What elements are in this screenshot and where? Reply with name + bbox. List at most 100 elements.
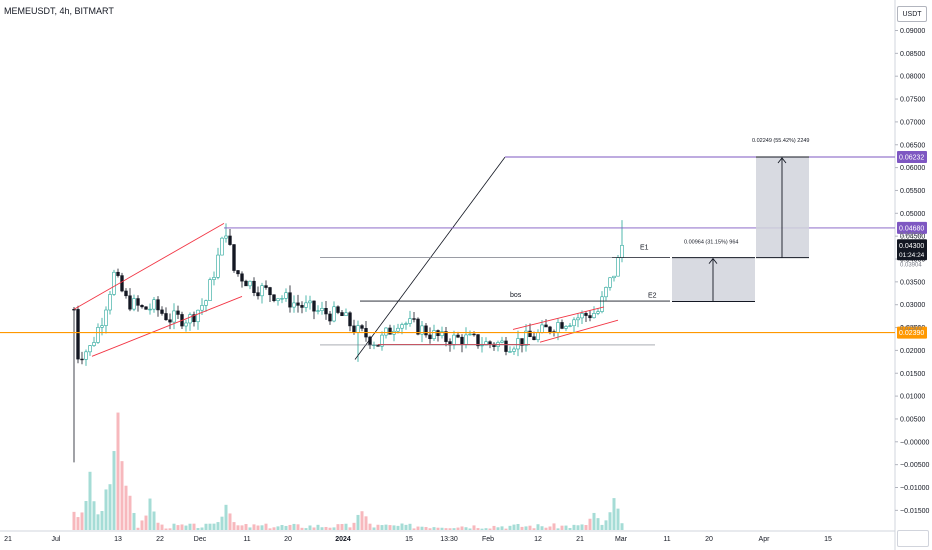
candle[interactable] — [380, 334, 384, 347]
settings-corner-button[interactable] — [897, 530, 929, 547]
candle[interactable] — [104, 309, 108, 326]
candle[interactable] — [128, 295, 132, 310]
candle[interactable] — [440, 331, 444, 337]
candle[interactable] — [192, 314, 196, 323]
candle[interactable] — [544, 324, 548, 328]
candle[interactable] — [532, 336, 536, 341]
candle[interactable] — [352, 325, 356, 333]
channel-lower-line[interactable] — [91, 296, 243, 357]
candle[interactable] — [396, 327, 400, 332]
candle[interactable] — [588, 315, 592, 319]
candle[interactable] — [152, 299, 156, 310]
candle[interactable] — [360, 325, 364, 329]
candle[interactable] — [216, 254, 220, 278]
candle[interactable] — [404, 323, 408, 325]
candle[interactable] — [116, 271, 120, 276]
candle[interactable] — [144, 306, 148, 310]
candle[interactable] — [568, 325, 572, 327]
candle[interactable] — [288, 292, 292, 308]
candle[interactable] — [596, 311, 600, 314]
candle[interactable] — [196, 309, 200, 323]
wedge-lower-line[interactable] — [539, 319, 619, 343]
candle[interactable] — [200, 305, 204, 311]
measure-box-2[interactable] — [756, 156, 809, 258]
candle[interactable] — [344, 312, 348, 316]
candle[interactable] — [72, 308, 76, 311]
candle[interactable] — [600, 296, 604, 312]
channel-upper-line[interactable] — [73, 222, 225, 310]
candle[interactable] — [256, 292, 260, 297]
candle[interactable] — [76, 309, 80, 360]
candle[interactable] — [560, 322, 564, 329]
candle[interactable] — [580, 313, 584, 319]
candle[interactable] — [140, 305, 144, 308]
candle[interactable] — [232, 244, 236, 271]
candle[interactable] — [556, 322, 560, 333]
candle[interactable] — [92, 342, 96, 346]
candle[interactable] — [420, 325, 424, 335]
candle[interactable] — [220, 237, 224, 256]
candle[interactable] — [300, 305, 304, 308]
candle[interactable] — [460, 336, 464, 346]
candle[interactable] — [328, 313, 332, 322]
candle[interactable] — [412, 318, 416, 320]
candle[interactable] — [432, 330, 436, 340]
candle[interactable] — [224, 235, 228, 239]
candle[interactable] — [336, 306, 340, 313]
candle[interactable] — [520, 338, 524, 346]
candle[interactable] — [548, 326, 552, 332]
candle[interactable] — [132, 298, 136, 310]
candle[interactable] — [112, 271, 116, 295]
candle[interactable] — [608, 277, 612, 288]
candle[interactable] — [452, 334, 456, 346]
candle[interactable] — [188, 314, 192, 324]
candle[interactable] — [424, 325, 428, 336]
candle[interactable] — [332, 306, 336, 322]
candle[interactable] — [164, 313, 168, 321]
candle[interactable] — [156, 299, 160, 311]
candle[interactable] — [88, 345, 92, 353]
candle[interactable] — [516, 338, 520, 350]
currency-button[interactable]: USDT — [897, 6, 927, 22]
candle[interactable] — [592, 313, 596, 319]
candle[interactable] — [292, 302, 296, 308]
candle[interactable] — [260, 285, 264, 297]
candle[interactable] — [384, 327, 388, 336]
candle[interactable] — [120, 275, 124, 292]
candle[interactable] — [616, 257, 620, 277]
candle[interactable] — [100, 325, 104, 328]
candle[interactable] — [464, 334, 468, 346]
candle[interactable] — [280, 298, 284, 300]
candle[interactable] — [500, 340, 504, 343]
candle[interactable] — [204, 300, 208, 306]
candle[interactable] — [576, 317, 580, 321]
candle[interactable] — [356, 325, 360, 333]
candle[interactable] — [620, 244, 624, 258]
candle[interactable] — [444, 331, 448, 342]
candle[interactable] — [124, 290, 128, 297]
candle[interactable] — [244, 280, 248, 287]
candle[interactable] — [416, 318, 420, 335]
candle[interactable] — [148, 308, 152, 311]
candle[interactable] — [604, 287, 608, 298]
candle[interactable] — [488, 341, 492, 345]
candle[interactable] — [408, 318, 412, 324]
candle[interactable] — [228, 235, 232, 245]
candle[interactable] — [348, 312, 352, 327]
candle[interactable] — [508, 351, 512, 353]
trend-line[interactable] — [354, 156, 506, 360]
candle[interactable] — [320, 308, 324, 311]
candle[interactable] — [176, 310, 180, 315]
candle[interactable] — [572, 319, 576, 327]
candle[interactable] — [540, 324, 544, 333]
candle[interactable] — [236, 270, 240, 275]
candle[interactable] — [512, 348, 516, 352]
candle[interactable] — [96, 327, 100, 343]
candle[interactable] — [208, 279, 212, 301]
candle[interactable] — [268, 287, 272, 296]
candle[interactable] — [184, 322, 188, 327]
candle[interactable] — [528, 330, 532, 338]
candle[interactable] — [284, 292, 288, 299]
